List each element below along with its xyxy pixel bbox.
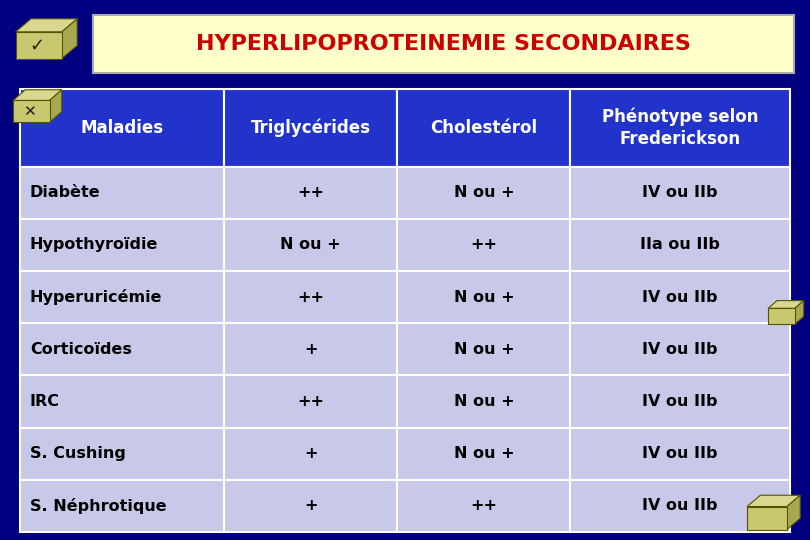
Text: N ou +: N ou + bbox=[280, 238, 341, 252]
Bar bbox=[224, 428, 397, 480]
Polygon shape bbox=[795, 301, 804, 324]
Text: ++: ++ bbox=[471, 238, 497, 252]
Bar bbox=[397, 428, 570, 480]
Bar bbox=[397, 480, 570, 532]
Bar bbox=[224, 166, 397, 219]
Polygon shape bbox=[62, 19, 77, 59]
Bar bbox=[20, 271, 224, 323]
Bar bbox=[397, 323, 570, 375]
Text: ++: ++ bbox=[297, 289, 324, 305]
Bar bbox=[20, 480, 224, 532]
Polygon shape bbox=[49, 90, 62, 122]
Text: Maladies: Maladies bbox=[81, 119, 164, 137]
Bar bbox=[224, 271, 397, 323]
Text: IV ou IIb: IV ou IIb bbox=[642, 498, 718, 514]
Bar bbox=[570, 89, 790, 166]
Bar bbox=[397, 375, 570, 428]
Bar bbox=[570, 428, 790, 480]
Text: IIa ou IIb: IIa ou IIb bbox=[640, 238, 720, 252]
Text: IV ou IIb: IV ou IIb bbox=[642, 446, 718, 461]
Text: S. Cushing: S. Cushing bbox=[30, 446, 126, 461]
Text: IV ou IIb: IV ou IIb bbox=[642, 289, 718, 305]
Text: N ou +: N ou + bbox=[454, 342, 514, 357]
Text: HYPERLIPOPROTEINEMIE SECONDAIRES: HYPERLIPOPROTEINEMIE SECONDAIRES bbox=[196, 33, 691, 54]
Bar bbox=[224, 323, 397, 375]
Bar bbox=[224, 480, 397, 532]
Polygon shape bbox=[13, 100, 49, 122]
Text: Diabète: Diabète bbox=[30, 185, 100, 200]
Bar bbox=[224, 375, 397, 428]
Text: N ou +: N ou + bbox=[454, 185, 514, 200]
Text: IV ou IIb: IV ou IIb bbox=[642, 342, 718, 357]
Bar bbox=[570, 323, 790, 375]
Bar bbox=[20, 89, 224, 166]
Bar bbox=[224, 89, 397, 166]
Bar bbox=[397, 89, 570, 166]
Text: +: + bbox=[304, 342, 318, 357]
Polygon shape bbox=[13, 90, 62, 100]
Text: N ou +: N ou + bbox=[454, 446, 514, 461]
Bar bbox=[20, 375, 224, 428]
Polygon shape bbox=[768, 301, 804, 308]
Text: Phénotype selon
Frederickson: Phénotype selon Frederickson bbox=[602, 107, 758, 148]
Text: ✓: ✓ bbox=[29, 37, 44, 55]
Bar bbox=[570, 271, 790, 323]
Text: IRC: IRC bbox=[30, 394, 60, 409]
Text: N ou +: N ou + bbox=[454, 289, 514, 305]
Text: ++: ++ bbox=[297, 394, 324, 409]
Text: IV ou IIb: IV ou IIb bbox=[642, 394, 718, 409]
Text: Cholestérol: Cholestérol bbox=[430, 119, 538, 137]
Polygon shape bbox=[15, 19, 77, 32]
Bar bbox=[20, 166, 224, 219]
Bar bbox=[224, 219, 397, 271]
Text: Triglycérides: Triglycérides bbox=[251, 119, 371, 137]
Bar bbox=[397, 166, 570, 219]
Bar bbox=[20, 323, 224, 375]
Bar bbox=[397, 219, 570, 271]
Polygon shape bbox=[787, 495, 800, 530]
Polygon shape bbox=[768, 308, 795, 324]
Bar bbox=[397, 271, 570, 323]
Bar bbox=[570, 219, 790, 271]
Bar bbox=[93, 15, 794, 73]
Bar bbox=[570, 480, 790, 532]
Text: N ou +: N ou + bbox=[454, 394, 514, 409]
Text: Hyperuricémie: Hyperuricémie bbox=[30, 289, 163, 305]
Bar bbox=[570, 166, 790, 219]
Bar bbox=[20, 428, 224, 480]
Text: +: + bbox=[304, 498, 318, 514]
Text: S. Néphrotique: S. Néphrotique bbox=[30, 498, 167, 514]
Text: IV ou IIb: IV ou IIb bbox=[642, 185, 718, 200]
Text: +: + bbox=[304, 446, 318, 461]
Text: Hypothyroïdie: Hypothyroïdie bbox=[30, 238, 158, 252]
Polygon shape bbox=[747, 507, 787, 530]
Text: ✕: ✕ bbox=[23, 104, 36, 119]
Text: ++: ++ bbox=[297, 185, 324, 200]
Text: Corticoïdes: Corticoïdes bbox=[30, 342, 132, 357]
Polygon shape bbox=[15, 32, 62, 59]
Bar bbox=[20, 219, 224, 271]
Polygon shape bbox=[747, 495, 800, 507]
Text: ++: ++ bbox=[471, 498, 497, 514]
Bar bbox=[570, 375, 790, 428]
